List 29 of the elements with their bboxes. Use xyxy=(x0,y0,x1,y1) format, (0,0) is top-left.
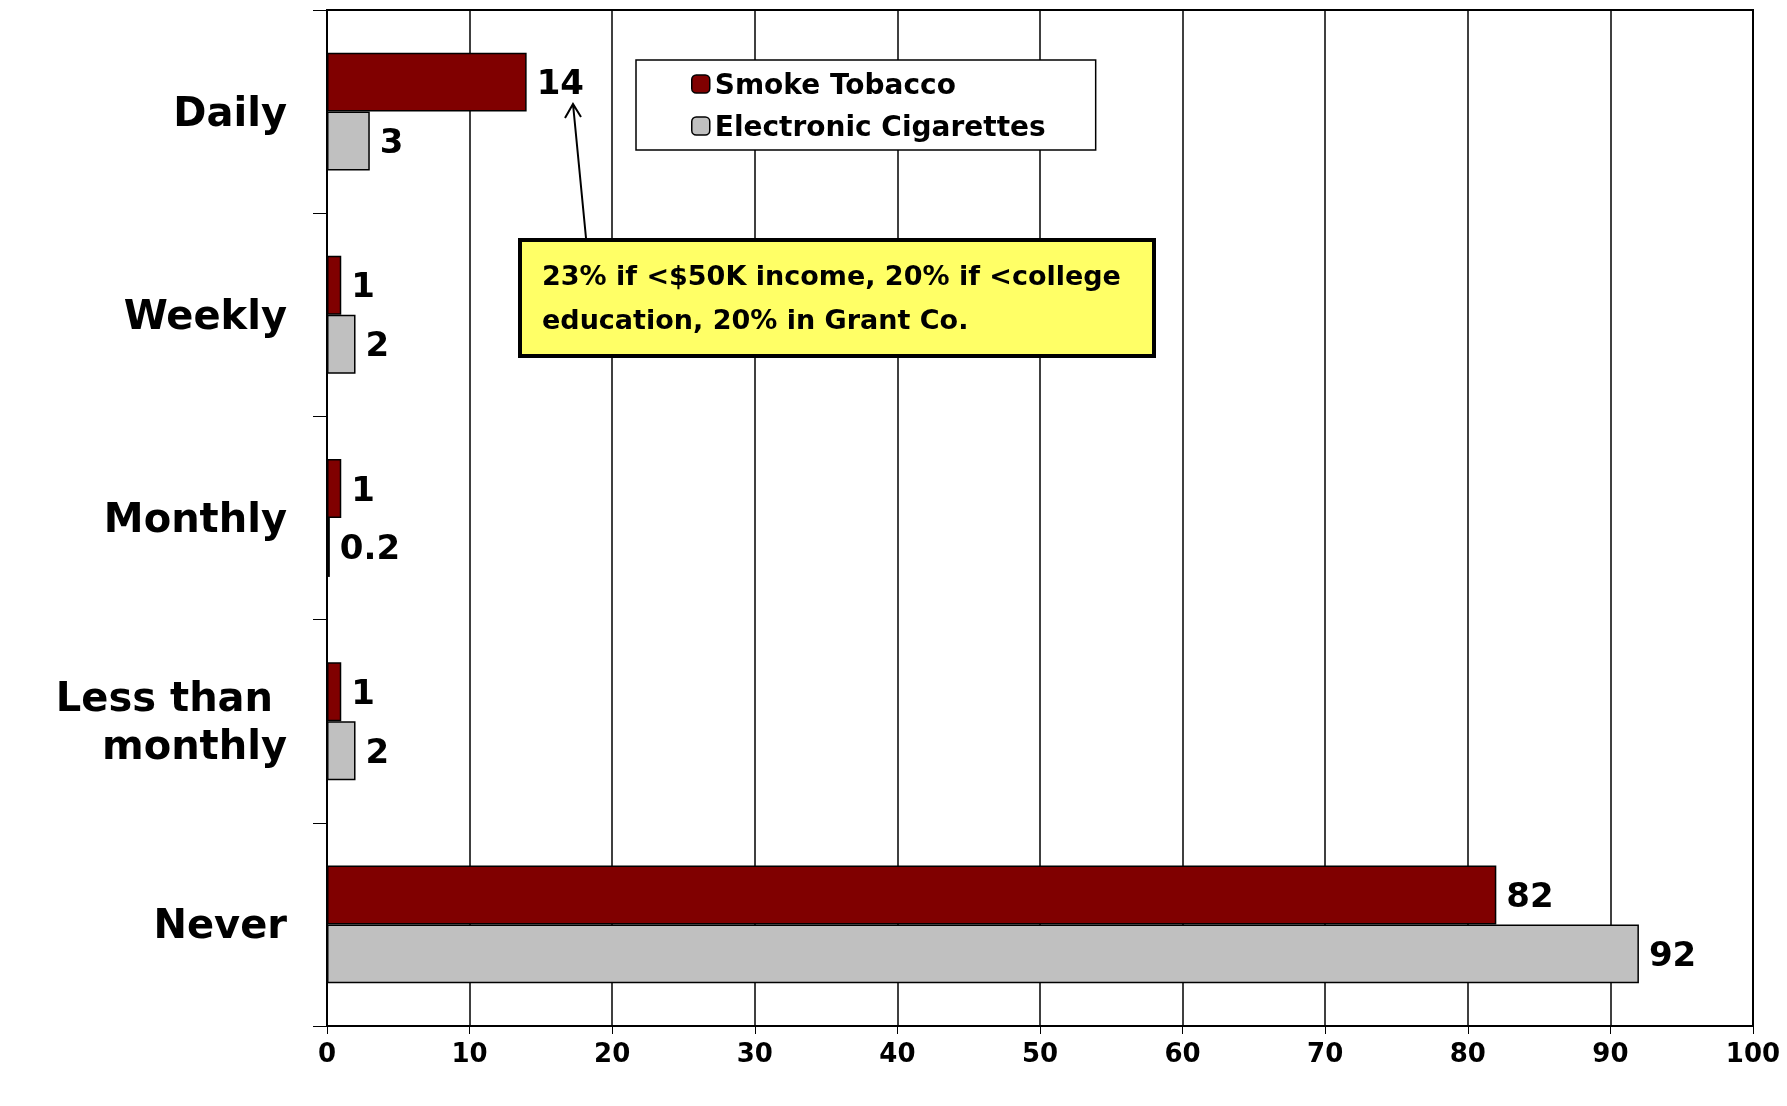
x-tick-label: 0 xyxy=(317,1038,337,1068)
x-tick-label: 30 xyxy=(736,1038,773,1068)
data-label: 1 xyxy=(351,468,375,509)
y-tick-label: Daily xyxy=(173,88,287,135)
x-tick-label: 90 xyxy=(1592,1038,1629,1068)
data-label: 2 xyxy=(365,324,390,365)
x-tick-label: 20 xyxy=(594,1038,631,1068)
y-tick-label: Monthly xyxy=(103,495,287,541)
data-label: 3 xyxy=(379,121,404,162)
x-tick-label: 50 xyxy=(1021,1038,1059,1068)
annotation: 23% if <$50K income, 20% if <college education, 20% in Grant Co. xyxy=(518,238,1156,358)
data-label: 92 xyxy=(1648,933,1697,974)
x-tick-label: 100 xyxy=(1725,1038,1781,1068)
data-label: 1 xyxy=(351,265,375,306)
data-label: 1 xyxy=(351,671,375,712)
x-tick-label: 40 xyxy=(879,1038,916,1068)
y-tick-label: Less than monthly xyxy=(55,674,287,769)
data-label: 14 xyxy=(536,62,584,103)
x-tick-label: 80 xyxy=(1449,1038,1486,1068)
legend-label: Smoke Tobacco xyxy=(714,67,956,101)
y-tick-label: Never xyxy=(153,901,288,948)
x-tick-label: 60 xyxy=(1164,1038,1201,1068)
x-tick-label: 70 xyxy=(1307,1038,1344,1068)
legend-label: Electronic Cigarettes xyxy=(714,109,1046,143)
data-label: 0.2 xyxy=(339,527,401,568)
y-tick-label: Weekly xyxy=(123,291,287,338)
x-tick-label: 10 xyxy=(451,1038,488,1068)
data-label: 2 xyxy=(365,730,390,771)
data-label: 82 xyxy=(1506,874,1554,915)
